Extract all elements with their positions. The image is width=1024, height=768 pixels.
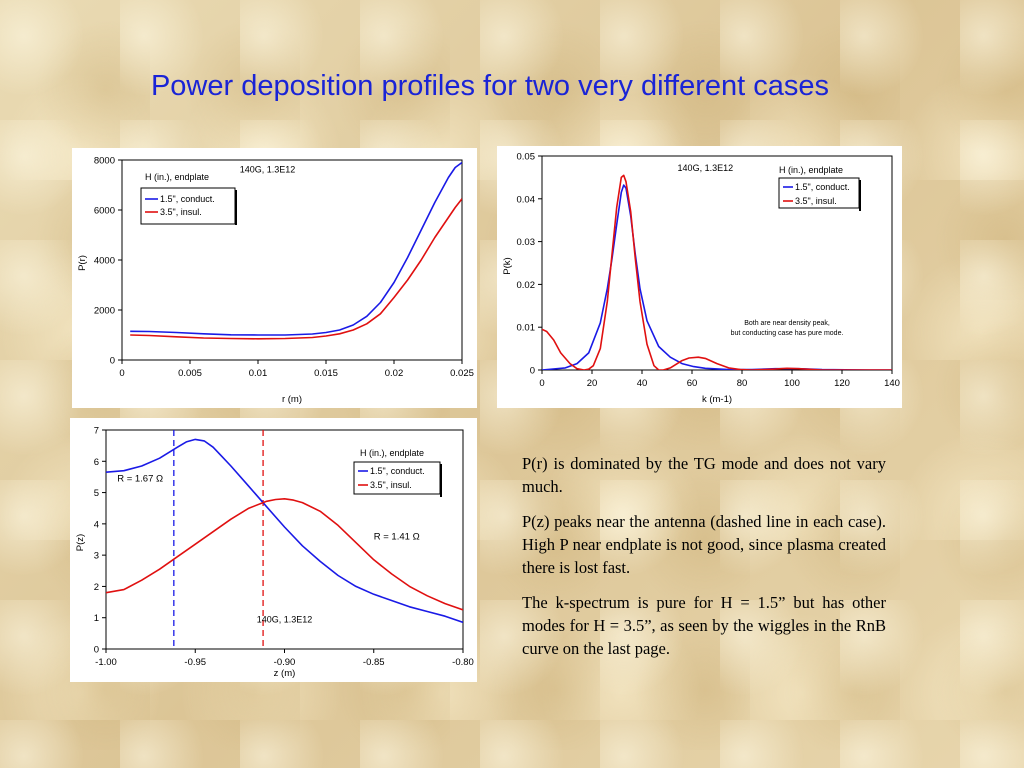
y-tick-label: 2000 — [94, 306, 115, 317]
y-tick-label: 0.02 — [517, 280, 536, 291]
series-line-insul — [130, 198, 462, 340]
pk-chart: 0 20 40 60 80 100 120 140 0 0.01 0.02 0.03 0.04 0.05 k… — [502, 152, 900, 406]
x-axis-label: z (m) — [274, 668, 296, 679]
x-tick-label: 0.01 — [249, 368, 268, 379]
pz-chart: -1.00 -0.95 -0.90 -0.85 -0.80 0 1 2 3 4 5 6 7 z (m) P(… — [75, 426, 474, 680]
y-tick-label: 0.04 — [517, 194, 536, 205]
y-axis-label: P(z) — [75, 534, 86, 551]
series-line-conduct — [542, 184, 892, 370]
legend-label: 3.5", insul. — [160, 207, 202, 217]
y-tick-label: 0 — [110, 356, 115, 367]
x-tick-label: 40 — [637, 378, 648, 389]
y-tick-label: 0.01 — [517, 323, 536, 334]
note-text: Both are near density peak, — [744, 320, 830, 327]
note-text: but conducting case has pure mode. — [731, 330, 844, 337]
legend-label: 1.5", conduct. — [795, 182, 850, 192]
y-tick-label: 4000 — [94, 256, 115, 267]
plot-frame — [541, 155, 893, 371]
legend-box — [353, 461, 441, 495]
y-tick-label: 6 — [94, 457, 99, 468]
x-tick-label: -0.90 — [274, 657, 296, 668]
legend-shadow — [235, 190, 237, 225]
legend-shadow — [440, 464, 442, 497]
y-tick-label: 2 — [94, 582, 99, 593]
legend-title: H (in.), endplate — [779, 165, 843, 175]
x-tick-label: 0.015 — [314, 368, 338, 379]
y-axis-label: P(r) — [77, 255, 88, 271]
y-tick-label: 0.03 — [517, 237, 536, 248]
series-line-conduct — [106, 438, 463, 624]
y-tick-label: 8000 — [94, 156, 115, 167]
pz-chart-panel: -1.00 -0.95 -0.90 -0.85 -0.80 0 1 2 3 4 5 6 7 z (m) P(… — [70, 418, 477, 682]
series-line-conduct — [130, 161, 462, 336]
x-tick-label: 0.005 — [178, 368, 202, 379]
y-tick-label: 7 — [94, 426, 99, 437]
x-tick-label: -0.95 — [184, 657, 206, 668]
x-tick-label: -1.00 — [95, 657, 117, 668]
legend-box — [140, 187, 236, 225]
case-annotation: 140G, 1.3E12 — [678, 163, 734, 173]
case-annotation: 140G, 1.3E12 — [240, 165, 296, 175]
x-tick-label: -0.80 — [452, 657, 474, 668]
x-axis-label: r (m) — [282, 394, 302, 405]
legend-title: H (in.), endplate — [145, 172, 209, 182]
case-annotation: 140G, 1.3E12 — [257, 614, 313, 624]
x-tick-label: 0 — [119, 368, 124, 379]
x-tick-label: 0 — [539, 378, 544, 389]
pk-chart-panel: 0 20 40 60 80 100 120 140 0 0.01 0.02 0.03 0.04 0.05 k… — [497, 146, 902, 408]
series-line-insul — [106, 498, 463, 611]
y-tick-label: 3 — [94, 551, 99, 562]
y-axis-label: P(k) — [502, 257, 513, 274]
legend-shadow — [859, 180, 861, 211]
legend-box — [778, 177, 860, 209]
pr-chart: 0 0.005 0.01 0.015 0.02 0.025 0 2000 4000 6000 800… — [77, 156, 474, 406]
y-tick-label: 0.05 — [517, 152, 536, 163]
pr-chart-panel: 0 0.005 0.01 0.015 0.02 0.025 0 2000 4000 6000 800… — [72, 148, 477, 408]
legend-title: H (in.), endplate — [360, 448, 424, 458]
slide-title: Power deposition profiles for two very d… — [150, 70, 830, 102]
y-tick-label: 0 — [530, 366, 535, 377]
x-tick-label: -0.85 — [363, 657, 385, 668]
x-tick-label: 140 — [884, 378, 900, 389]
resistance-label: R = 1.67 Ω — [117, 474, 163, 485]
legend-label: 3.5", insul. — [795, 196, 837, 206]
legend-label: 1.5", conduct. — [370, 466, 425, 476]
x-axis-label: k (m-1) — [702, 394, 732, 405]
x-tick-label: 0.025 — [450, 368, 474, 379]
paragraph-pk: The k-spectrum is pure for H = 1.5” but … — [522, 593, 886, 658]
x-tick-label: 100 — [784, 378, 800, 389]
legend-label: 1.5", conduct. — [160, 194, 215, 204]
series-line-insul — [542, 174, 892, 370]
x-tick-label: 120 — [834, 378, 850, 389]
paragraph-pz: P(z) peaks near the antenna (dashed line… — [522, 512, 886, 577]
resistance-label: R = 1.41 Ω — [374, 532, 420, 543]
explanation-text: P(r) is dominated by the TG mode and doe… — [522, 452, 886, 672]
x-tick-label: 60 — [687, 378, 698, 389]
x-tick-label: 20 — [587, 378, 598, 389]
y-tick-label: 6000 — [94, 206, 115, 217]
y-tick-label: 1 — [94, 613, 99, 624]
legend-label: 3.5", insul. — [370, 480, 412, 490]
y-tick-label: 5 — [94, 488, 99, 499]
y-tick-label: 4 — [94, 519, 99, 530]
y-tick-label: 0 — [94, 645, 99, 656]
paragraph-pr: P(r) is dominated by the TG mode and doe… — [522, 454, 886, 496]
x-tick-label: 80 — [737, 378, 748, 389]
x-tick-label: 0.02 — [385, 368, 404, 379]
